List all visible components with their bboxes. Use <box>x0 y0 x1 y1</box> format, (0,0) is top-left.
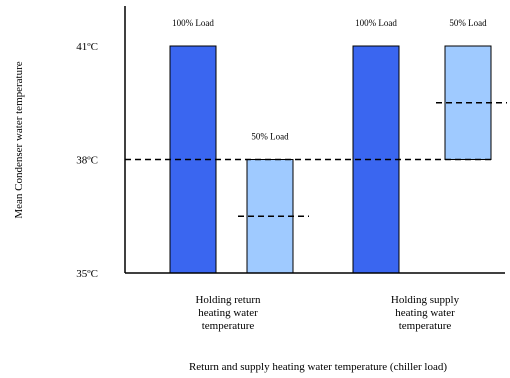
x-axis-title: Return and supply heating water temperat… <box>189 361 447 373</box>
group-label: temperature <box>399 320 452 332</box>
group-label: Holding supply <box>391 294 460 306</box>
group-label: heating water <box>198 307 258 319</box>
bar-label: 50% Load <box>449 18 487 28</box>
y-tick-label: 38ºC <box>76 155 98 167</box>
group-label: heating water <box>395 307 455 319</box>
y-axis-title: Mean Condenser water temperature <box>13 61 25 218</box>
y-tick-label: 41ºC <box>76 41 98 53</box>
bar-label: 100% Load <box>172 18 214 28</box>
y-tick-label: 35ºC <box>76 268 98 280</box>
group-label: Holding return <box>195 294 261 306</box>
bar-label: 100% Load <box>355 18 397 28</box>
group-label: temperature <box>202 320 255 332</box>
bar-label: 50% Load <box>251 132 289 142</box>
